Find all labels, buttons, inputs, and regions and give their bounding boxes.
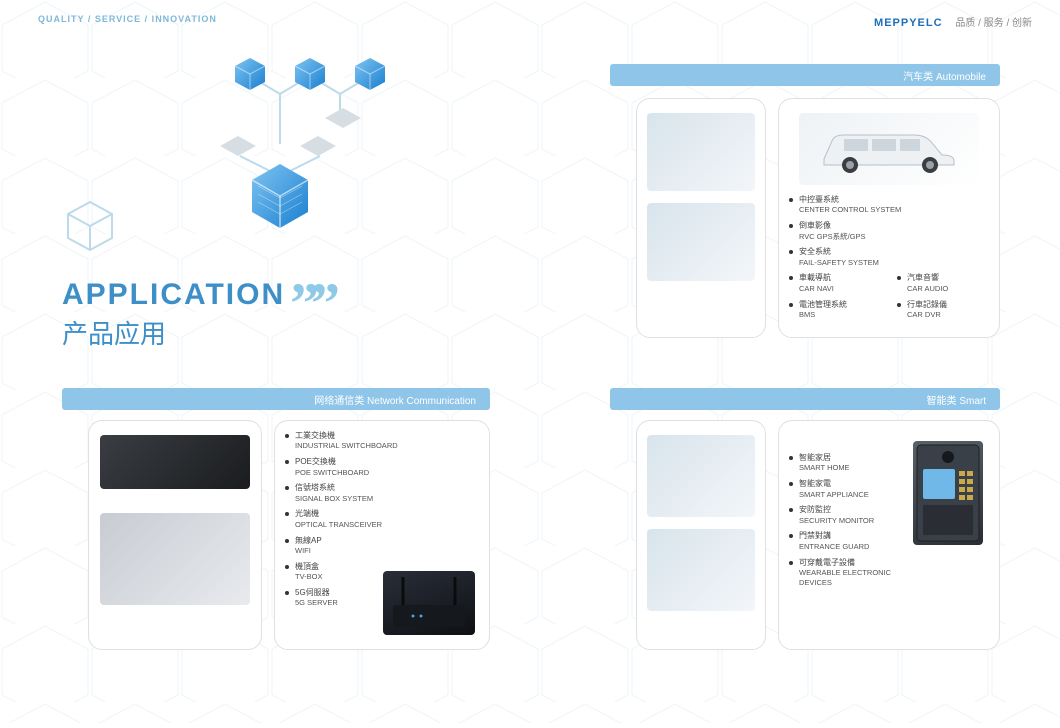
suv-image bbox=[799, 113, 979, 185]
header-right: MEPPYELC 品质 / 服务 / 创新 bbox=[874, 14, 1032, 29]
cube-network-diagram bbox=[180, 46, 460, 256]
brand-logo: MEPPYELC bbox=[874, 17, 943, 29]
auto-list-card: 中控臺系統CENTER CONTROL SYSTEM 倒車影像RVC GPS系統… bbox=[778, 98, 1000, 338]
car-dashboard-image bbox=[647, 203, 755, 281]
smart-kitchen-image bbox=[647, 529, 755, 611]
auto-list-left: 車載導航CAR NAVI 電池管理系統BMS bbox=[789, 273, 881, 325]
title-chinese: 产品应用 bbox=[62, 314, 285, 351]
network-images-card bbox=[88, 420, 262, 650]
network-list-card: 工業交換機INDUSTRIAL SWITCHBOARD POE交換機POE SW… bbox=[274, 420, 490, 650]
section-bar-network: 网络通信类 Network Communication bbox=[62, 388, 490, 410]
cube-outline-icon bbox=[62, 198, 118, 254]
quote-marks-decoration: ”” bbox=[290, 270, 332, 337]
router-image bbox=[383, 571, 475, 635]
server-rack-image bbox=[100, 513, 250, 605]
smart-home-interior-image bbox=[647, 435, 755, 517]
switch-image bbox=[100, 435, 250, 489]
title-english: APPLICATION bbox=[62, 278, 285, 312]
page-title: APPLICATION 产品应用 bbox=[62, 278, 285, 351]
auto-list-top: 中控臺系統CENTER CONTROL SYSTEM 倒車影像RVC GPS系統… bbox=[789, 195, 989, 267]
smart-list: 智能家居SMART HOME 智能家電SMART APPLIANCE 安防監控S… bbox=[789, 453, 909, 587]
header-tagline-left: QUALITY / SERVICE / INNOVATION bbox=[38, 14, 217, 24]
intercom-device-image bbox=[913, 441, 983, 545]
auto-images-card bbox=[636, 98, 766, 338]
header-tagline-right: 品质 / 服务 / 创新 bbox=[955, 18, 1032, 29]
section-bar-automobile: 汽车类 Automobile bbox=[610, 64, 1000, 86]
smart-images-card bbox=[636, 420, 766, 650]
section-bar-smart: 智能类 Smart bbox=[610, 388, 1000, 410]
smart-list-card: 智能家居SMART HOME 智能家電SMART APPLIANCE 安防監控S… bbox=[778, 420, 1000, 650]
auto-list-right: 汽車音響CAR AUDIO 行車記錄儀CAR DVR bbox=[897, 273, 989, 325]
car-interior-image bbox=[647, 113, 755, 191]
